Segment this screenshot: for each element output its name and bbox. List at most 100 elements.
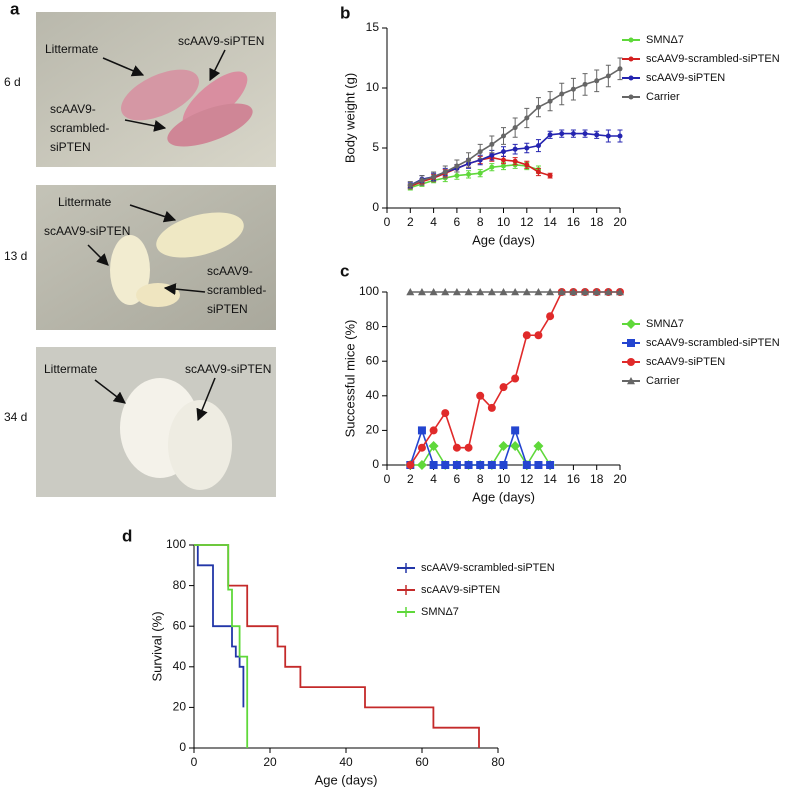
point	[524, 115, 530, 121]
point	[617, 66, 623, 72]
y-tick-label: 40	[366, 388, 380, 402]
point	[546, 288, 555, 296]
x-axis-label: Age (days)	[315, 772, 378, 787]
point	[547, 173, 553, 179]
panel-label: c	[340, 261, 349, 280]
photo-1	[36, 12, 276, 167]
legend-label: scAAV9-scrambled-siPTEN	[421, 562, 555, 574]
point	[487, 288, 496, 296]
x-tick-label: 0	[384, 215, 391, 229]
point	[417, 288, 426, 296]
point	[534, 461, 543, 469]
point	[419, 177, 425, 183]
point	[628, 94, 634, 100]
point	[534, 288, 543, 296]
x-tick-label: 6	[454, 472, 461, 486]
y-tick-label: 0	[372, 200, 379, 214]
y-tick-label: 5	[372, 140, 379, 154]
photo-label: siPTEN	[207, 302, 248, 316]
y-tick-label: 0	[372, 457, 379, 471]
photo-label: Littermate	[45, 42, 99, 56]
point	[452, 443, 461, 452]
x-tick-label: 2	[407, 472, 414, 486]
photo-label: scrambled-	[207, 283, 266, 297]
y-tick-label: 80	[173, 578, 187, 592]
photo-label: scrambled-	[50, 121, 109, 135]
point	[499, 288, 508, 296]
point	[464, 443, 473, 452]
x-tick-label: 8	[477, 472, 484, 486]
point	[628, 75, 634, 81]
point	[627, 377, 635, 385]
point	[533, 440, 544, 451]
point	[522, 461, 531, 469]
point	[464, 461, 473, 469]
point	[417, 443, 426, 452]
point	[477, 170, 483, 176]
photo-label: scAAV9-siPTEN	[178, 34, 264, 48]
x-tick-label: 18	[590, 215, 604, 229]
point	[535, 104, 541, 110]
point	[489, 141, 495, 147]
point	[547, 132, 553, 138]
point	[535, 169, 541, 175]
x-tick-label: 16	[567, 472, 581, 486]
x-tick-label: 10	[497, 215, 511, 229]
x-tick-label: 4	[430, 215, 437, 229]
x-tick-label: 12	[520, 215, 534, 229]
y-tick-label: 15	[366, 20, 380, 34]
point	[429, 288, 438, 296]
x-tick-label: 0	[384, 472, 391, 486]
photo-label: Littermate	[58, 195, 112, 209]
point	[627, 339, 635, 347]
point	[501, 133, 506, 139]
point	[570, 131, 576, 137]
x-tick-label: 60	[415, 755, 429, 769]
photo-3	[36, 347, 276, 497]
point	[428, 440, 439, 451]
point	[441, 288, 450, 296]
y-axis-label: Survival (%)	[149, 611, 164, 681]
y-axis-label: Successful mice (%)	[342, 320, 357, 438]
legend-label: scAAV9-siPTEN	[421, 584, 500, 596]
photo-label: scAAV9-	[50, 102, 96, 116]
point	[452, 461, 461, 469]
point	[417, 426, 426, 435]
photo-label: scAAV9-siPTEN	[185, 362, 271, 376]
photo-label: siPTEN	[50, 140, 91, 154]
point	[626, 319, 636, 329]
x-tick-label: 20	[613, 215, 627, 229]
day-label: 6 d	[4, 75, 21, 89]
survival-curve	[194, 544, 245, 708]
legend-label: SMNΔ7	[646, 34, 684, 46]
y-tick-label: 80	[366, 319, 380, 333]
point	[594, 78, 600, 84]
x-tick-label: 14	[543, 472, 557, 486]
x-tick-label: 6	[454, 215, 461, 229]
legend-label: scAAV9-siPTEN	[646, 356, 725, 368]
point	[569, 288, 578, 296]
point	[627, 358, 635, 366]
y-tick-label: 60	[173, 618, 187, 632]
point	[476, 288, 485, 296]
series-line	[410, 163, 539, 189]
point	[407, 182, 413, 188]
point	[489, 152, 495, 158]
x-tick-label: 2	[407, 215, 414, 229]
legend-label: scAAV9-scrambled-siPTEN	[646, 337, 780, 349]
y-tick-label: 20	[366, 423, 380, 437]
point	[617, 133, 623, 139]
point	[441, 461, 450, 469]
point	[524, 162, 530, 168]
point	[499, 383, 508, 392]
point	[605, 73, 611, 79]
point	[511, 288, 520, 296]
x-tick-label: 20	[263, 755, 277, 769]
photo-label: Littermate	[44, 362, 98, 376]
point	[557, 288, 566, 296]
panel-label: d	[122, 526, 132, 545]
point	[454, 163, 460, 169]
x-tick-label: 18	[590, 472, 604, 486]
x-tick-label: 80	[491, 755, 505, 769]
point	[512, 125, 518, 131]
